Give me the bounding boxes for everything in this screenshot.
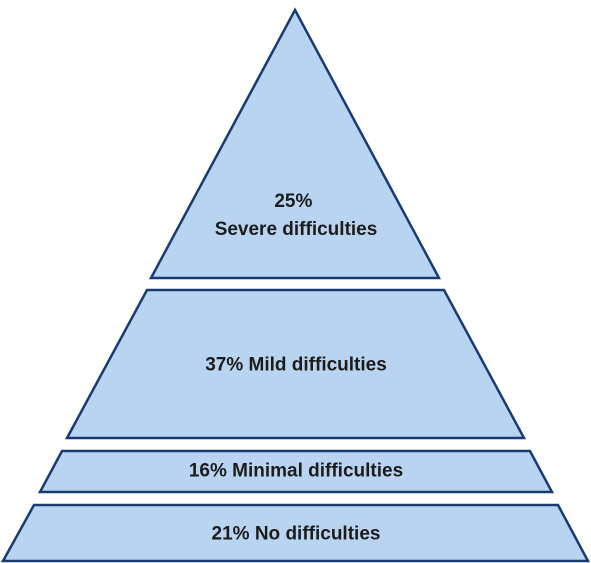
tier-mild-label: 37% Mild difficulties <box>205 355 387 376</box>
tier-minimal: 16% Minimal difficulties <box>37 449 555 494</box>
tier-minimal-label: 16% Minimal difficulties <box>189 461 403 482</box>
tier-severe-shape <box>148 7 442 280</box>
tier-severe: 25% Severe difficulties <box>148 7 442 280</box>
tier-none-label: 21% No difficulties <box>212 524 381 545</box>
tier-severe-label-line-2: Severe difficulties <box>215 219 378 240</box>
tier-mild: 37% Mild difficulties <box>64 288 527 440</box>
tier-none-shape <box>0 503 591 563</box>
tier-none: 21% No difficulties <box>0 503 591 563</box>
tier-minimal-shape <box>37 449 555 494</box>
tier-severe-label: 25% Severe difficulties <box>215 191 378 240</box>
tier-severe-label-line-1: 25% <box>274 191 312 212</box>
tier-mild-shape <box>64 288 527 440</box>
